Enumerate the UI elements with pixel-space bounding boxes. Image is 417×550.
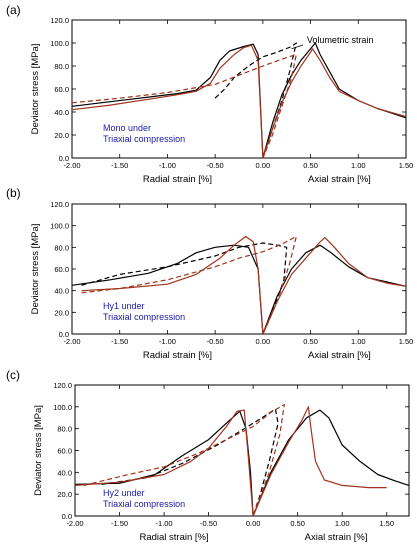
series-line-2 — [252, 409, 410, 517]
x-tick-label: -2.00 — [66, 519, 83, 528]
series-line-6 — [81, 235, 297, 335]
y-tick-label: 80.0 — [54, 243, 69, 252]
x-tick-label: -0.50 — [200, 519, 217, 528]
y-tick-label: 120.0 — [50, 16, 69, 25]
x-tick-label: -1.00 — [156, 519, 173, 528]
x-tick-label: 0.00 — [256, 161, 271, 170]
x-axis-label-radial: Radial strain [%] — [139, 532, 208, 543]
x-tick-label: 1.00 — [335, 519, 350, 528]
chart-panel-1: (a) 0.0 20.0 40.0 60.0 80.0 100.0 120.0 -2.00 -1.… — [6, 3, 413, 185]
specimen-note: Mono under — [103, 123, 151, 133]
x-tick-label: 0.50 — [303, 161, 318, 170]
y-tick-label: 60.0 — [57, 447, 72, 456]
y-tick-label: 100.0 — [53, 403, 72, 412]
chart-panel-3: (c) 0.0 20.0 40.0 60.0 80.0 100.0 120.0 -2.00 -1.… — [6, 368, 410, 543]
y-tick-label: 0.0 — [62, 512, 72, 521]
y-tick-label: 100.0 — [50, 39, 69, 48]
x-tick-label: -0.50 — [207, 161, 224, 170]
series-line-4 — [71, 44, 264, 159]
x-tick-label: -1.50 — [111, 519, 128, 528]
x-tick-label: 1.00 — [351, 337, 366, 346]
specimen-note: Triaxial compression — [103, 134, 185, 144]
y-axis-label: Deviator stress [MPa] — [30, 44, 41, 135]
x-tick-label: -2.00 — [63, 161, 80, 170]
series-line-3 — [214, 42, 297, 159]
x-tick-label: -1.00 — [159, 161, 176, 170]
y-tick-label: 40.0 — [54, 108, 69, 117]
series-line-3 — [81, 242, 288, 335]
x-tick-label: 1.50 — [399, 337, 414, 346]
y-tick-label: 20.0 — [57, 490, 72, 499]
series-line-5 — [262, 237, 407, 335]
series-line-5 — [252, 406, 387, 517]
chart-panel-2: (b) 0.0 20.0 40.0 60.0 80.0 100.0 120.0 -2.00 -1.… — [6, 186, 413, 361]
specimen-note: Triaxial compression — [103, 499, 185, 509]
y-tick-label: 40.0 — [57, 468, 72, 477]
x-tick-label: 1.50 — [379, 519, 394, 528]
y-tick-label: 0.0 — [59, 154, 69, 163]
panel-label: (a) — [6, 3, 21, 17]
y-tick-label: 20.0 — [54, 308, 69, 317]
series-line-4 — [81, 235, 264, 335]
y-tick-label: 120.0 — [50, 200, 69, 209]
series-line-2 — [262, 42, 407, 159]
series-line-2 — [262, 244, 407, 335]
y-tick-label: 100.0 — [50, 222, 69, 231]
y-tick-label: 60.0 — [54, 265, 69, 274]
y-tick-label: 40.0 — [54, 287, 69, 296]
series-line-5 — [262, 48, 407, 159]
x-axis-label-radial: Radial strain [%] — [143, 174, 212, 185]
x-axis-label-axial: Axial strain [%] — [308, 350, 371, 361]
specimen-note: Hy1 under — [103, 301, 145, 311]
y-axis-label: Deviator stress [MPa] — [33, 405, 44, 496]
panel-label: (c) — [6, 368, 20, 382]
x-tick-label: 0.50 — [303, 337, 318, 346]
y-tick-label: 80.0 — [57, 425, 72, 434]
y-tick-label: 60.0 — [54, 85, 69, 94]
y-axis-label: Deviator stress [MPa] — [30, 224, 41, 315]
panel-label: (b) — [6, 186, 21, 200]
y-tick-label: 20.0 — [54, 131, 69, 140]
y-tick-label: 0.0 — [59, 330, 69, 339]
x-tick-label: -2.00 — [63, 337, 80, 346]
x-tick-label: -1.50 — [111, 161, 128, 170]
x-tick-label: -1.00 — [159, 337, 176, 346]
series-line-1 — [71, 43, 264, 159]
specimen-note: Hy2 under — [103, 488, 145, 498]
series-line-3 — [101, 408, 279, 517]
series-line-6 — [83, 404, 285, 517]
x-tick-label: 1.00 — [351, 161, 366, 170]
y-tick-label: 80.0 — [54, 62, 69, 71]
x-axis-label-axial: Axial strain [%] — [305, 532, 368, 543]
series-line-4 — [74, 409, 254, 517]
x-tick-label: 0.00 — [256, 337, 271, 346]
x-tick-label: -1.50 — [111, 337, 128, 346]
annotation-leader — [291, 44, 304, 50]
specimen-note: Triaxial compression — [103, 312, 185, 322]
x-tick-label: -0.50 — [207, 337, 224, 346]
panels: (a) 0.0 20.0 40.0 60.0 80.0 100.0 120.0 -2.00 -1.… — [6, 3, 413, 543]
x-tick-label: 0.00 — [246, 519, 261, 528]
x-tick-label: 0.50 — [290, 519, 305, 528]
series-line-6 — [71, 53, 297, 159]
x-axis-label-radial: Radial strain [%] — [143, 350, 212, 361]
annotation-volumetric: Volumetric strain — [307, 35, 374, 45]
y-tick-label: 120.0 — [53, 381, 72, 390]
series-line-1 — [71, 244, 264, 335]
x-tick-label: 1.50 — [399, 161, 414, 170]
x-axis-label-axial: Axial strain [%] — [308, 174, 371, 185]
